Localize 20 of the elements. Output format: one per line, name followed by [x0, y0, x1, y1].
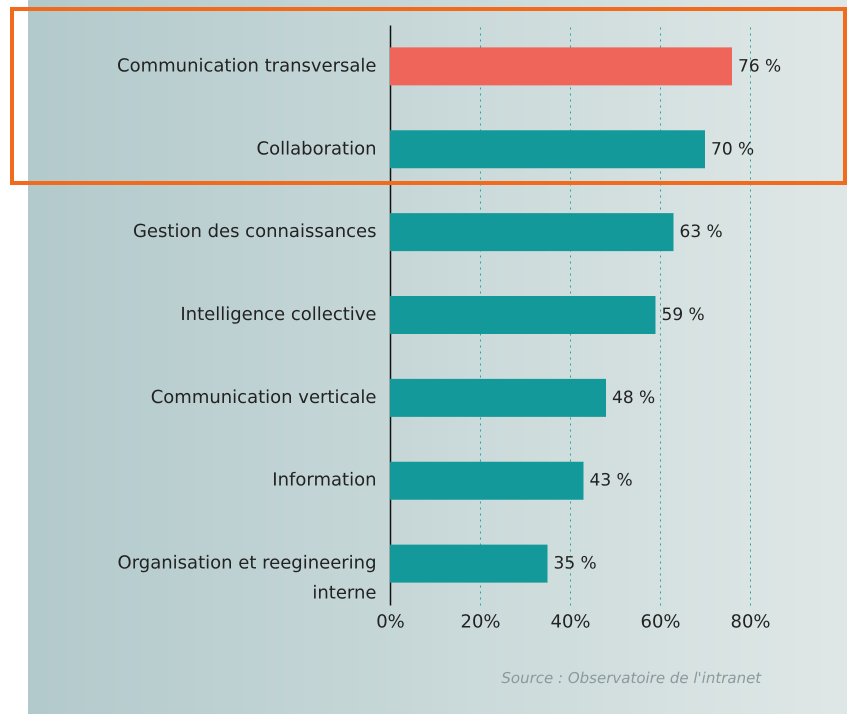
x-tick-label: 80%	[730, 612, 771, 632]
data-label: 35 %	[554, 554, 597, 574]
source-note: Source : Observatoire de l'intranet	[501, 669, 762, 687]
y-tick-label: Organisation et reegineering interne	[118, 552, 376, 604]
x-tick-label: 0%	[376, 612, 405, 632]
data-label: 59 %	[662, 305, 705, 325]
data-label: 76 %	[738, 56, 782, 76]
data-label: 48 %	[612, 388, 656, 408]
data-label: 43 %	[590, 470, 633, 491]
y-tick-label: Gestion des connaissances	[132, 221, 376, 242]
y-tick-label: Communication transversale	[117, 55, 376, 76]
x-tick-label: 60%	[640, 612, 681, 632]
y-tick-label: Intelligence collective	[180, 304, 376, 325]
y-tick-label: Information	[272, 470, 376, 491]
y-tick-label: Collaboration	[256, 138, 376, 160]
data-label: 70 %	[711, 139, 754, 160]
y-tick-label: Communication verticale	[150, 386, 376, 408]
data-label: 63 %	[680, 222, 723, 242]
x-tick-label: 40%	[550, 612, 591, 632]
x-tick-label: 20%	[460, 612, 501, 632]
